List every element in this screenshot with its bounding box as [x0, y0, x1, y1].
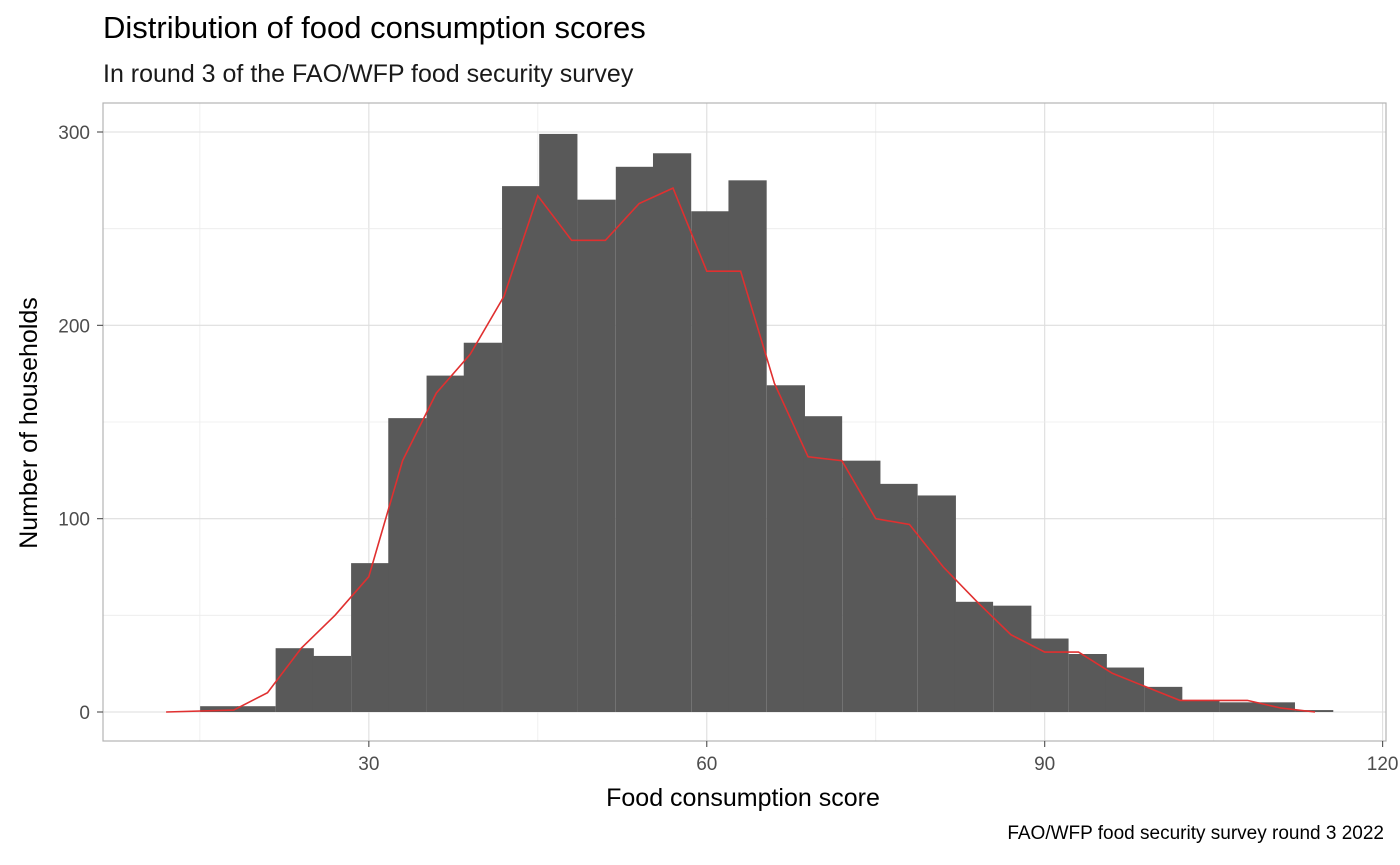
histogram-bar: [463, 342, 502, 712]
histogram-bar: [879, 483, 918, 712]
histogram-bars: [200, 133, 1334, 713]
y-axis-ticks: 0 100 200 300: [58, 123, 103, 724]
histogram-bar: [1105, 667, 1145, 712]
y-tick-label: 100: [58, 510, 90, 531]
y-tick-label: 0: [79, 703, 90, 724]
histogram-bar: [993, 605, 1032, 712]
histogram-bar: [1295, 710, 1334, 712]
histogram-bar: [1030, 638, 1069, 712]
histogram-bar: [577, 199, 616, 712]
chart-subtitle: In round 3 of the FAO/WFP food security …: [103, 60, 634, 88]
histogram-bar: [615, 166, 655, 713]
histogram-bar: [502, 186, 541, 713]
histogram-bar: [539, 133, 578, 712]
histogram-bar: [803, 416, 843, 712]
x-tick-label: 90: [1034, 754, 1055, 775]
x-tick-label: 120: [1367, 754, 1399, 775]
histogram-bar: [275, 648, 314, 712]
x-axis-ticks: 30 60 90 120: [358, 741, 1398, 775]
histogram-bar: [728, 180, 767, 713]
histogram-bar: [1219, 702, 1258, 712]
x-axis-title: Food consumption score: [606, 784, 880, 812]
histogram-bar: [388, 418, 427, 712]
histogram-bar: [200, 706, 239, 712]
histogram-bar: [954, 601, 994, 712]
histogram-bar: [351, 563, 390, 712]
y-axis-title: Number of households: [15, 297, 43, 549]
histogram-bar: [652, 153, 692, 712]
histogram-bar: [842, 460, 881, 712]
histogram-bar: [691, 211, 730, 712]
frequency-line: [166, 187, 1316, 713]
histogram-bar: [426, 375, 465, 712]
chart-caption: FAO/WFP food security survey round 3 202…: [1007, 823, 1384, 844]
histogram-bar: [237, 706, 276, 712]
histogram-bar: [1181, 700, 1220, 712]
chart-title: Distribution of food consumption scores: [103, 10, 646, 45]
x-tick-label: 30: [358, 754, 379, 775]
plot-panel-border: [102, 102, 1387, 742]
histogram-bar: [917, 495, 956, 712]
x-tick-label: 60: [696, 754, 717, 775]
histogram-bar: [312, 655, 352, 712]
histogram-bar: [766, 385, 805, 712]
y-tick-label: 200: [58, 316, 90, 337]
histogram-bar: [1068, 654, 1107, 712]
y-tick-label: 300: [58, 123, 90, 144]
